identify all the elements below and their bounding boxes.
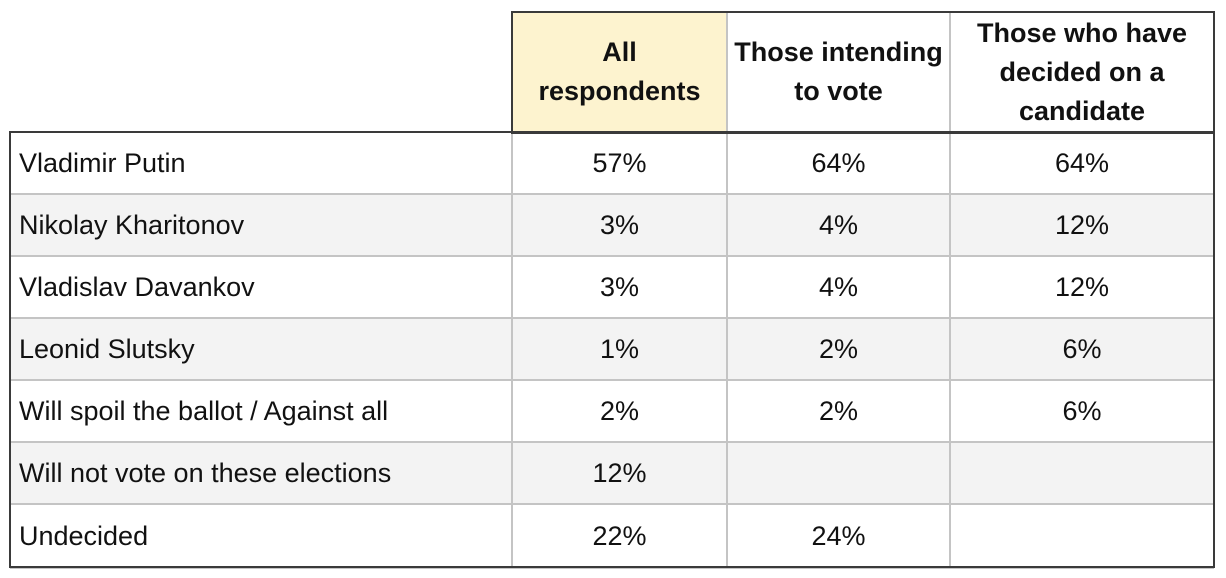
table-cell: 2% — [727, 318, 950, 380]
table-cell: 12% — [950, 256, 1214, 318]
table-cell: 3% — [512, 194, 727, 256]
table-cell: 2% — [727, 380, 950, 442]
table-cell: 4% — [727, 194, 950, 256]
table-cell: 6% — [950, 380, 1214, 442]
table-cell: 57% — [512, 132, 727, 194]
table-cell: 12% — [950, 194, 1214, 256]
row-label: Leonid Slutsky — [10, 318, 512, 380]
table-cell: 1% — [512, 318, 727, 380]
column-header: All respondents — [512, 12, 727, 132]
table-cell: 6% — [950, 318, 1214, 380]
table-cell — [950, 504, 1214, 569]
row-label: Will not vote on these elections — [10, 442, 512, 504]
row-label: Nikolay Kharitonov — [10, 194, 512, 256]
table-cell: 2% — [512, 380, 727, 442]
table-cell: 24% — [727, 504, 950, 569]
column-header: Those who have decided on a candidate — [950, 12, 1214, 132]
column-header: Those intending to vote — [727, 12, 950, 132]
row-label: Vladimir Putin — [10, 132, 512, 194]
table-cell: 22% — [512, 504, 727, 569]
row-label: Undecided — [10, 504, 512, 569]
table-cell — [727, 442, 950, 504]
row-label: Will spoil the ballot / Against all — [10, 380, 512, 442]
table-cell: 64% — [950, 132, 1214, 194]
table-cell: 4% — [727, 256, 950, 318]
table-cell — [950, 442, 1214, 504]
table-cell: 12% — [512, 442, 727, 504]
row-label: Vladislav Davankov — [10, 256, 512, 318]
table-cell: 64% — [727, 132, 950, 194]
table-cell: 3% — [512, 256, 727, 318]
